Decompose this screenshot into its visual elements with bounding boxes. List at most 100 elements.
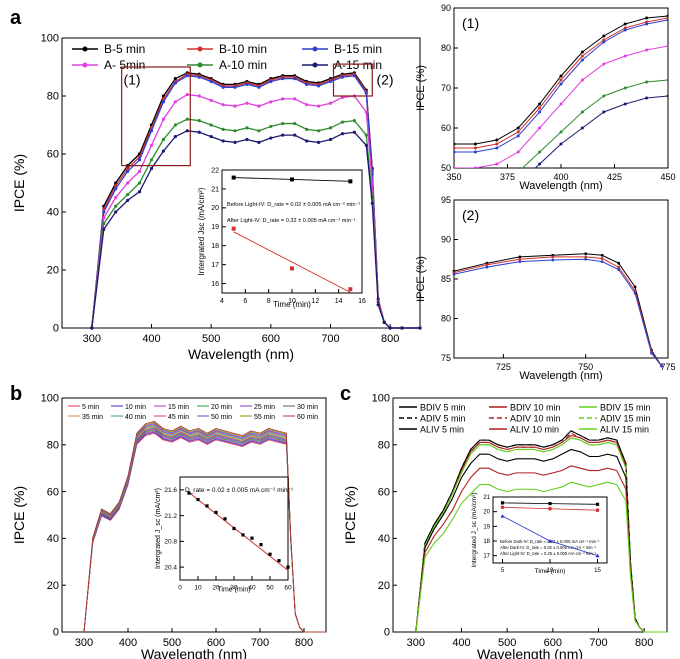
- b_main-ytick-label: 0: [53, 627, 59, 639]
- a_zoom2-ytick-label: 95: [441, 195, 451, 205]
- a_main-xtick-label: 400: [142, 333, 160, 345]
- zoom1-marker: [645, 48, 649, 52]
- a_zoom2-xtick-label: 725: [496, 362, 511, 372]
- callout-label-1: (1): [123, 71, 140, 87]
- series-line-A-5min-marker: [340, 95, 345, 100]
- c-inset-point: [500, 505, 505, 510]
- c-inset-legend-label: After Light-IV: D_rate = 0.25 ± 0.005 mA…: [500, 551, 597, 556]
- series-line-A-15min: [91, 130, 420, 329]
- c-inset-point: [595, 553, 600, 558]
- series-line-A-10min-marker: [161, 137, 166, 142]
- series-line-A-5min-marker: [126, 181, 130, 185]
- b-legend-label: 10 min: [125, 404, 146, 411]
- a_main-ytick-label: 20: [47, 265, 59, 277]
- zoom1-marker: [454, 146, 456, 150]
- zoom2-line-marker: [600, 257, 604, 260]
- c_inset-ytick-label: 17: [483, 554, 490, 560]
- b-data-point: [250, 536, 254, 540]
- b-data-point: [196, 497, 200, 502]
- fit-line: [233, 231, 351, 293]
- series-line-A-5min-marker: [316, 104, 321, 108]
- a_inset-ytick-label: 17: [211, 262, 219, 269]
- c_inset-ytick-label: 21: [483, 495, 490, 501]
- series-line-A-10min-marker: [245, 126, 249, 130]
- zoom1-marker: [580, 126, 584, 130]
- series-line-A-10min-marker: [352, 119, 356, 123]
- series-line-A-15min-marker: [352, 130, 356, 134]
- zoom1-title: (1): [462, 15, 479, 31]
- legend-marker: [197, 62, 203, 68]
- b-data-point: [223, 517, 227, 521]
- zoom1-marker: [623, 54, 627, 58]
- c-legend-label: ALIV 10 min: [510, 425, 559, 435]
- b-legend-label: 5 min: [82, 404, 99, 411]
- series-line-A-10min-marker: [305, 127, 309, 131]
- series-line-B-15min-marker: [305, 82, 309, 86]
- a_main-ytick-label: 0: [53, 323, 59, 335]
- b_main-xtick-label: 700: [251, 637, 269, 649]
- zoom2-line-marker: [551, 255, 555, 259]
- c-inset-point: [548, 539, 552, 543]
- series-line-A-5min-marker: [161, 117, 166, 121]
- zoom1-marker: [602, 110, 606, 114]
- data-point: [231, 226, 236, 231]
- series-line-B-15min-marker: [149, 129, 154, 133]
- c_main-xlabel: Wavelength (nm): [477, 646, 583, 659]
- callout-box-2: [332, 63, 373, 97]
- zoom1-marker: [580, 54, 584, 58]
- zoom1-marker: [538, 106, 542, 110]
- a_inset-ytick-label: 19: [211, 224, 219, 231]
- zoom1-marker: [602, 94, 606, 98]
- a_main-frame: [61, 37, 421, 329]
- series-line-B-15min-marker: [245, 82, 249, 86]
- series-line-A-5min-marker: [281, 97, 285, 101]
- a_zoom1-xtick-label: 450: [660, 172, 675, 182]
- a_main-xtick-label: 700: [321, 333, 339, 345]
- b-legend-label: 45 min: [168, 414, 189, 421]
- data-point: [231, 175, 236, 180]
- series-line-B-15min-marker: [102, 210, 106, 214]
- panel-label-a: a: [10, 7, 22, 29]
- b_inset-ytick-label: 20.8: [164, 539, 177, 546]
- b-legend-label: 30 min: [297, 404, 318, 411]
- zoom1-marker: [559, 142, 563, 146]
- series-line-B-15min-marker: [233, 85, 237, 89]
- callout-label-2: (2): [376, 71, 393, 87]
- series-line-B-10min-marker: [126, 166, 130, 171]
- series-line-B-5min-marker: [173, 77, 177, 81]
- a_zoom1-xtick-label: 350: [446, 172, 461, 182]
- b_main-xtick-label: 300: [75, 637, 93, 649]
- a_zoom1-xtick-label: 400: [553, 172, 568, 182]
- zoom1-marker: [580, 110, 584, 114]
- zoom1-marker: [666, 78, 668, 82]
- c-inset-point: [548, 502, 552, 506]
- series-line-B-15min-marker: [364, 91, 368, 95]
- a_zoom2-ytick-label: 90: [441, 235, 451, 245]
- series-line-A-15min-marker: [102, 227, 106, 231]
- series-line-A-5min-marker: [328, 101, 333, 105]
- c-legend-label: ADIV 10 min: [510, 414, 561, 424]
- zoom1-marker: [666, 44, 668, 48]
- b-legend-label: 20 min: [211, 404, 232, 411]
- zoom2-line: [453, 253, 662, 367]
- a_zoom1-ytick-label: 70: [441, 83, 451, 93]
- c-legend-label: ALIV 5 min: [420, 425, 464, 435]
- b-data-point: [277, 559, 281, 563]
- a_main-xtick-label: 600: [262, 333, 280, 345]
- series-line-A-15min-marker: [185, 129, 189, 133]
- zoom1-marker: [623, 22, 627, 26]
- b_main-ytick-label: 40: [47, 533, 59, 545]
- b-fit-line: [186, 490, 289, 571]
- b_main-ytick-label: 80: [47, 439, 59, 451]
- series-line-A-15min-marker: [293, 133, 297, 137]
- b_inset-xtick-label: 0: [178, 585, 182, 592]
- a_main-xlabel: Wavelength (nm): [188, 346, 294, 362]
- zoom1-marker: [559, 82, 563, 86]
- zoom2-line-marker: [660, 364, 663, 368]
- series-line-B-15min-marker: [209, 79, 213, 84]
- zoom2-line: [453, 256, 662, 367]
- a_main-ytick-label: 80: [47, 91, 59, 103]
- c-legend-label: BDIV 5 min: [420, 403, 466, 413]
- series-line-A-10min-marker: [233, 129, 237, 133]
- a_inset-frame: [221, 169, 363, 294]
